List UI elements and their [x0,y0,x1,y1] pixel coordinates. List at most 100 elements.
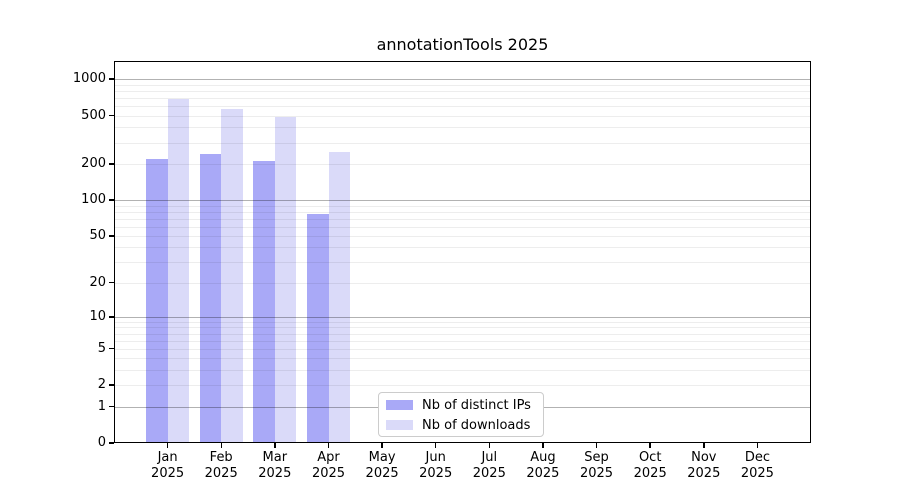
x-tick-year: 2025 [419,466,453,481]
y-tick-mark [109,163,114,165]
x-tick-year: 2025 [579,466,614,481]
y-tick-label: 1 [97,398,106,414]
x-tick-month: Oct [638,450,662,465]
y-tick-label: 50 [89,228,106,243]
legend-swatch-downloads [386,420,413,430]
gridline-major [114,200,811,201]
legend: Nb of distinct IPs Nb of downloads [378,392,544,437]
bars-layer [114,61,811,443]
x-tick-year: 2025 [258,466,292,481]
legend-label-downloads: Nb of downloads [422,417,531,433]
x-tick-label: Feb 2025 [189,450,253,482]
gridline-minor [114,333,811,335]
bar-apr-downloads [328,152,350,443]
y-tick-label: 200 [81,155,106,171]
legend-entry-distinct-ips: Nb of distinct IPs [386,398,531,413]
y-tick-mark [109,347,114,350]
x-tick-label: Nov 2025 [672,450,736,482]
x-tick-month: Mar [262,450,288,465]
bar-mar-downloads [274,116,297,443]
x-tick-month: Dec [744,450,770,465]
y-tick-mark [109,281,114,284]
x-tick-mark [595,443,598,448]
x-tick-mark [488,443,491,448]
gridline-minor [114,163,811,165]
gridline-major [114,316,811,318]
y-tick-label: 0 [97,435,106,450]
x-tick-month: May [368,450,396,465]
gridline-minor [114,84,811,86]
gridline-minor [114,385,811,387]
y-tick-mark [109,78,114,80]
x-tick-mark [542,443,544,448]
legend-entry-downloads: Nb of downloads [386,417,531,433]
gridline-minor [114,282,811,284]
y-tick-label: 10 [89,308,106,324]
x-tick-month: Nov [691,450,717,465]
gridline-minor [114,115,811,117]
x-tick-year: 2025 [526,466,560,481]
x-tick-mark [703,443,705,448]
bar-jan-distinct-ips [146,158,168,443]
x-tick-year: 2025 [740,466,774,481]
x-tick-mark [756,443,759,448]
y-tick-mark [109,384,114,386]
x-tick-label: Jul 2025 [457,450,521,482]
x-tick-label: Aug 2025 [511,450,575,482]
gridline-minor [114,321,811,323]
gridline-minor [114,327,811,329]
bar-feb-downloads [221,109,243,443]
y-tick-mark [109,316,114,318]
x-tick-label: May 2025 [350,450,414,482]
gridline-minor [114,106,811,108]
x-tick-mark [274,443,276,448]
x-tick-label: Jan 2025 [136,450,200,482]
x-tick-label: Dec 2025 [725,450,789,482]
y-tick-mark [109,199,114,201]
y-tick-label: 100 [81,192,106,207]
x-tick-label: Apr 2025 [297,450,361,482]
x-tick-mark [166,443,169,448]
legend-swatch-distinct-ips [386,400,413,410]
x-tick-year: 2025 [472,466,506,481]
gridline-minor [114,370,811,371]
x-tick-year: 2025 [633,466,667,481]
gridline-minor [114,97,811,99]
gridline-minor [114,358,811,360]
y-tick-label: 2 [97,377,106,393]
gridline-minor [114,211,811,213]
gridline-minor [114,205,811,207]
bar-mar-distinct-ips [253,160,275,443]
x-tick-month: Aug [530,450,556,465]
gridline-minor [114,247,811,249]
y-tick-mark [109,442,114,444]
x-tick-mark [327,443,330,448]
gridline-major [114,79,811,81]
gridline-minor [114,218,811,220]
plot-area [114,61,811,443]
x-tick-month: Jan [157,450,178,465]
x-tick-label: Jun 2025 [404,450,468,482]
x-tick-month: Feb [209,450,233,465]
y-tick-label: 20 [89,274,106,290]
x-tick-label: Oct 2025 [618,450,682,482]
x-tick-year: 2025 [365,466,399,481]
x-tick-year: 2025 [687,466,721,481]
gridline-minor [114,340,811,342]
gridline-minor [114,127,811,129]
gridline-minor [114,236,811,237]
x-tick-year: 2025 [311,466,346,481]
x-tick-month: Jun [425,450,446,465]
chart-title: annotationTools 2025 [376,35,549,54]
x-tick-month: Apr [317,450,340,465]
gridline-minor [114,348,811,350]
bar-jan-downloads [167,99,190,443]
gridline-minor [114,262,811,264]
x-tick-mark [220,443,222,448]
y-tick-mark [109,235,114,237]
gridline-minor [114,90,811,92]
y-tick-label: 500 [81,107,106,123]
x-tick-year: 2025 [151,466,185,481]
plot-border [114,61,811,443]
